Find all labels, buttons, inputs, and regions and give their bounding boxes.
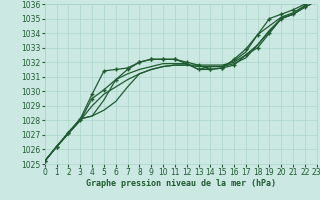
- X-axis label: Graphe pression niveau de la mer (hPa): Graphe pression niveau de la mer (hPa): [86, 179, 276, 188]
